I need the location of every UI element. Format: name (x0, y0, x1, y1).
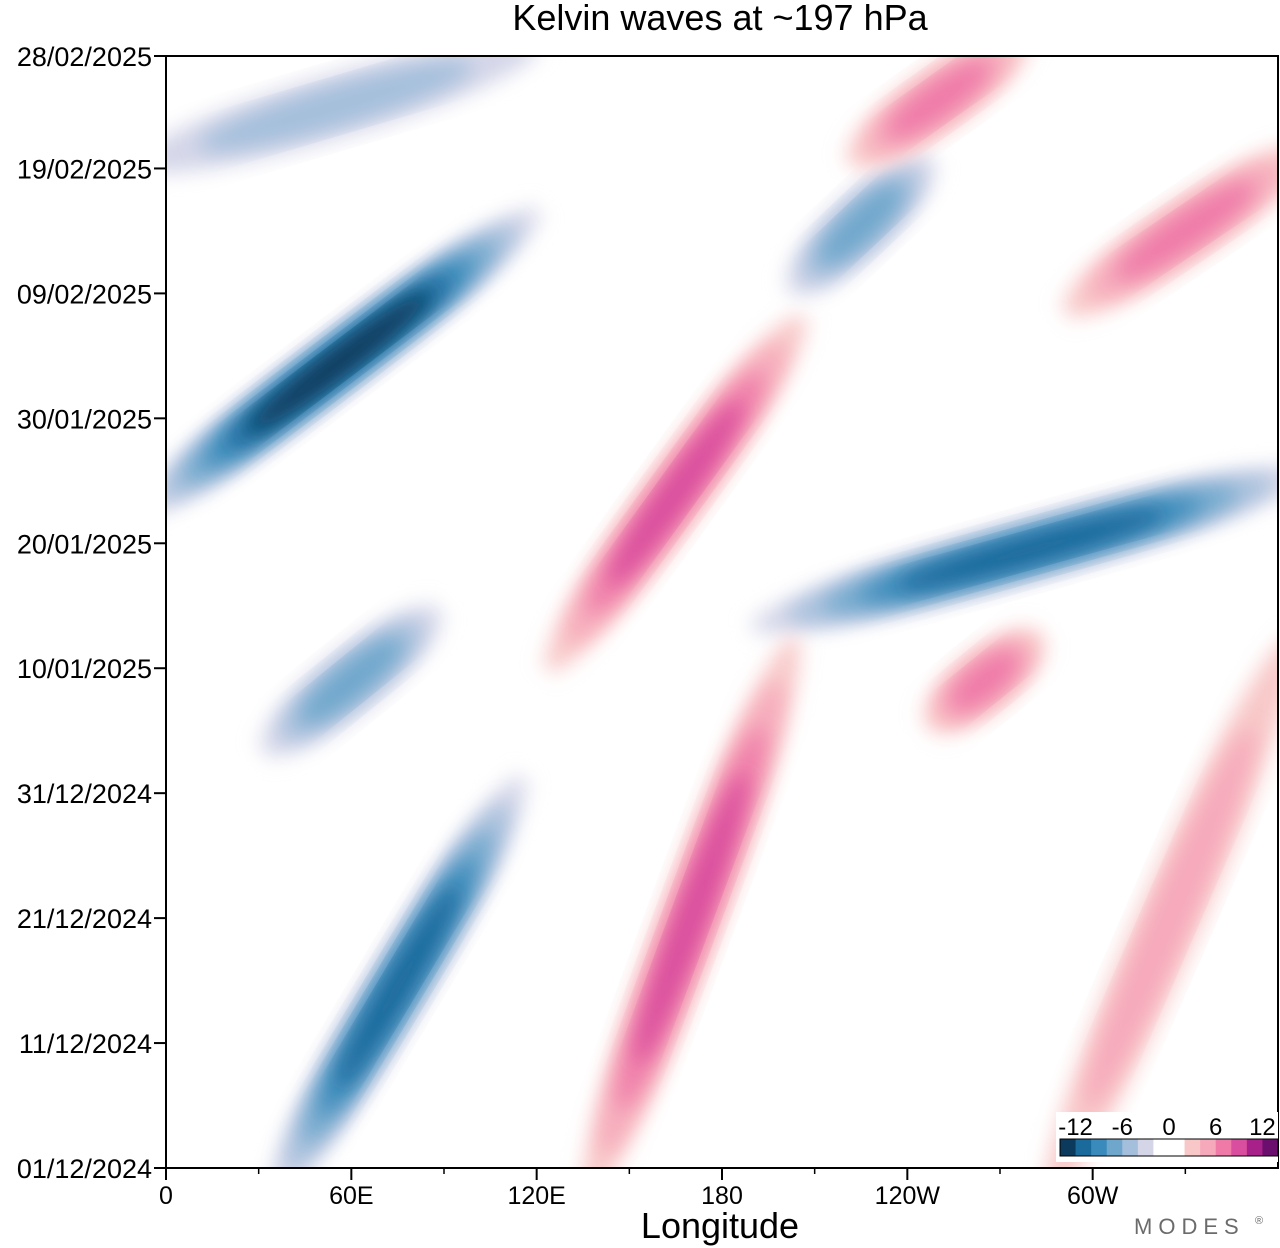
colorbar-swatch (1153, 1139, 1170, 1156)
y-tick-label: 30/01/2025 (17, 404, 152, 434)
y-tick-label: 28/02/2025 (17, 42, 152, 72)
contour-level (819, 184, 903, 265)
brand-logo: MODES (1134, 1214, 1245, 1239)
contour-level (336, 885, 460, 1089)
contour-level (886, 61, 990, 139)
x-tick-label: 0 (159, 1182, 173, 1210)
colorbar-frame (1059, 1138, 1279, 1157)
colorbar-tick-label: 6 (1209, 1114, 1222, 1141)
colorbar-swatch (1060, 1139, 1077, 1156)
x-tick-label: 60E (329, 1182, 373, 1210)
contour-feature (1044, 636, 1278, 1168)
colorbar-swatch (1215, 1139, 1232, 1156)
y-tick-label: 21/12/2024 (17, 904, 152, 934)
colorbar-swatch (1169, 1139, 1186, 1156)
x-tick-label: 120W (875, 1182, 941, 1210)
contour-level (635, 773, 747, 1063)
contour-level (300, 638, 403, 724)
x-tick-label: 60W (1067, 1182, 1119, 1210)
contour-level (1085, 728, 1255, 1109)
colorbar-tick-label: -6 (1112, 1114, 1133, 1141)
colorbar-swatch (1137, 1139, 1154, 1156)
colorbar-swatch (1091, 1139, 1108, 1156)
y-tick-label: 01/12/2024 (17, 1154, 152, 1184)
colorbar-swatch (1231, 1139, 1248, 1156)
contour-level (199, 61, 473, 151)
colorbar-swatch (1262, 1139, 1279, 1156)
contour-field (166, 56, 1278, 1168)
chart-title: Kelvin waves at ~197 hPa (512, 0, 928, 38)
x-tick-label: 120E (507, 1182, 565, 1210)
contour-feature (1063, 145, 1278, 317)
colorbar-swatch (1184, 1139, 1201, 1156)
y-axis: 01/12/2024 11/12/2024 21/12/2024 31/12/2024… (17, 42, 166, 1184)
contour-level (246, 291, 432, 433)
contour-feature (846, 56, 1030, 169)
colorbar-swatch (1075, 1139, 1092, 1156)
contour-feature (260, 605, 442, 757)
registered-mark: ® (1255, 1215, 1263, 1227)
contour-level (950, 651, 1019, 711)
contour-feature (786, 153, 936, 296)
contour-feature (269, 775, 527, 1168)
y-tick-label: 11/12/2024 (19, 1029, 152, 1059)
contour-level (608, 401, 743, 585)
contour-feature (923, 628, 1046, 734)
colorbar-tick-label: 12 (1249, 1114, 1276, 1141)
colorbar-tick-label: -12 (1058, 1114, 1093, 1141)
contour-level (896, 509, 1166, 590)
contour-feature (166, 56, 539, 173)
colorbar-tick-label: 0 (1162, 1114, 1175, 1141)
y-tick-label: 31/12/2024 (17, 779, 152, 809)
x-axis: 0 60E 120E 180 120W 60W (159, 1168, 1187, 1210)
contour-feature (582, 636, 800, 1168)
y-tick-label: 09/02/2025 (17, 279, 152, 309)
y-tick-label: 20/01/2025 (17, 529, 152, 559)
contour-feature (166, 208, 540, 516)
y-tick-label: 19/02/2025 (17, 154, 152, 184)
colorbar-swatch (1246, 1139, 1263, 1156)
contour-feature (545, 314, 807, 672)
colorbar-swatch (1200, 1139, 1217, 1156)
colorbar-swatch (1122, 1139, 1139, 1156)
contour-feature (750, 465, 1278, 634)
contour-level (1116, 182, 1255, 280)
plot-background (166, 56, 1278, 1168)
colorbar: -12 -6 0 6 12 (1056, 1112, 1279, 1162)
x-axis-label: Longitude (641, 1205, 799, 1246)
x-tick-label: 180 (701, 1182, 743, 1210)
y-tick-label: 10/01/2025 (17, 654, 152, 684)
colorbar-swatch (1106, 1139, 1123, 1156)
